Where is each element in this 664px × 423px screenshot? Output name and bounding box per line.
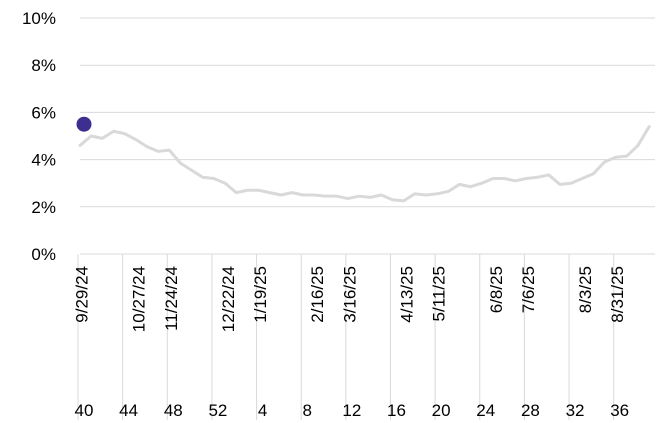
x-week-label: 40 [75,401,94,420]
x-date-label: 9/29/24 [73,266,92,323]
x-week-label: 16 [387,401,406,420]
x-axis-week-labels: 40 44 48 52 4 8 12 16 20 24 28 32 36 [75,401,630,420]
x-week-label: 52 [208,401,227,420]
x-date-label: 3/16/25 [340,266,359,323]
x-date-label: 2/16/25 [308,266,327,323]
y-tick-label: 6% [31,103,56,122]
x-week-label: 48 [164,401,183,420]
y-axis-tick-labels: 0% 2% 4% 6% 8% 10% [22,9,56,264]
series-line [78,125,651,203]
x-date-label: 5/11/25 [430,266,449,321]
x-week-label: 36 [610,401,629,420]
y-tick-label: 0% [31,245,56,264]
x-date-label: 1/19/25 [251,266,270,323]
series-layer [76,116,651,203]
x-axis-date-labels: 9/29/24 10/27/24 11/24/24 12/22/24 1/19/25 2/… [73,266,628,332]
x-date-label: 7/6/25 [519,266,538,313]
x-date-label: 12/22/24 [219,266,238,332]
y-tick-label: 4% [31,151,56,170]
gridlines [77,17,655,420]
x-date-label: 10/27/24 [130,266,149,332]
x-week-label: 32 [566,401,585,420]
x-week-label: 24 [476,401,495,420]
x-date-label: 11/24/24 [162,266,181,331]
x-week-label: 28 [521,401,540,420]
x-date-label: 8/31/25 [608,266,627,323]
x-week-label: 44 [119,401,138,420]
x-week-label: 20 [432,401,451,420]
y-tick-label: 10% [22,9,56,28]
x-date-label: 8/3/25 [576,266,595,313]
x-week-label: 12 [342,401,361,420]
y-tick-label: 8% [31,56,56,75]
x-week-label: 4 [258,401,267,420]
x-date-label: 4/13/25 [397,266,416,323]
series-point [76,116,92,132]
x-week-label: 8 [302,401,311,420]
y-tick-label: 2% [31,198,56,217]
x-date-label: 6/8/25 [487,266,506,313]
